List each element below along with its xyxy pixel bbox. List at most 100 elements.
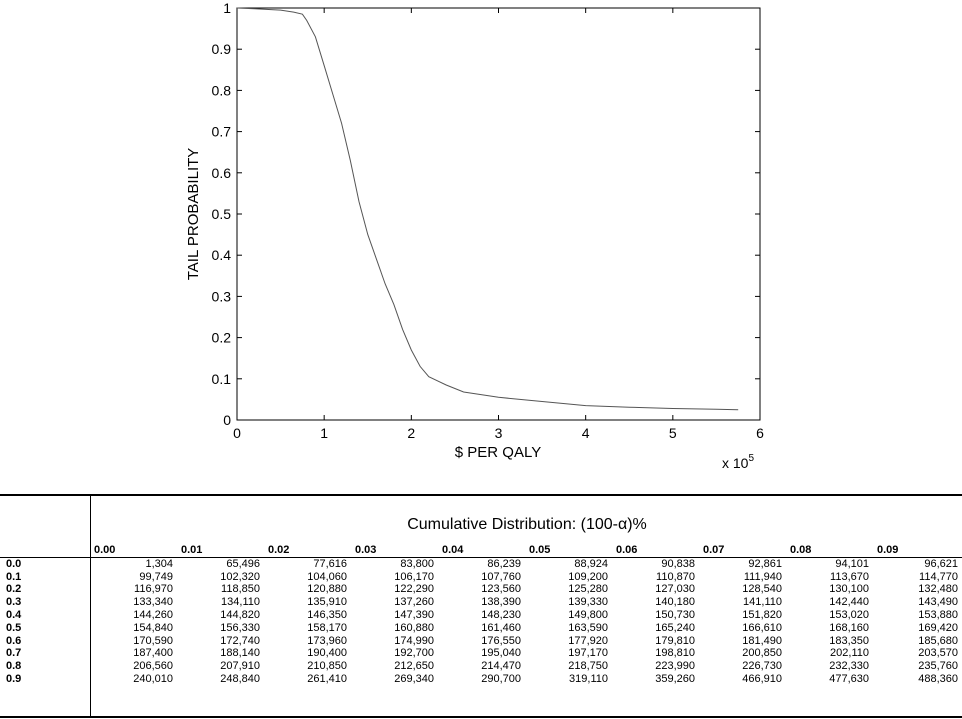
x-axis-label: $ PER QALY <box>455 444 541 461</box>
table-row: 0.9 240,010 248,840 261,410 269,340 290,700 31… <box>0 673 962 686</box>
table-cell: 135,910 <box>307 596 347 609</box>
table-cell: 185,680 <box>918 634 958 647</box>
y-tick-label: 0.6 <box>212 165 232 181</box>
table-row: 0.6 170,590 172,740 173,960 174,990 176,550 17… <box>0 635 962 648</box>
y-tick-label: 0.9 <box>212 41 232 57</box>
table-cell: 210,850 <box>307 660 347 673</box>
column-header: 0.00 <box>90 544 177 558</box>
table-cell: 153,020 <box>829 608 869 621</box>
table-cell: 172,740 <box>220 634 260 647</box>
table-cell: 166,610 <box>742 621 782 634</box>
table-row: 0.3 133,340 134,110 135,910 137,260 138,390 13… <box>0 596 962 609</box>
table-cell: 165,240 <box>655 621 695 634</box>
x-multiplier-base: x 10 <box>722 455 749 471</box>
table-cell: 183,350 <box>829 634 869 647</box>
table-cell: 232,330 <box>829 660 869 673</box>
table-cell: 168,160 <box>829 621 869 634</box>
y-tick-label: 0.1 <box>212 371 232 387</box>
tail-probability-chart: 0 1 2 3 4 5 6 0 0.1 0.2 0.3 0.4 0.5 0.6 0.7 0.8 0.9 1 $ P… <box>185 0 764 471</box>
x-tick-label: 4 <box>582 425 590 441</box>
table-cell: 206,560 <box>133 660 173 673</box>
table-cell: 170,590 <box>133 634 173 647</box>
row-label: 0.5 <box>6 621 22 634</box>
table-cell: 226,730 <box>742 660 782 673</box>
table-cell: 195,040 <box>481 647 521 660</box>
table-cell: 160,880 <box>394 621 434 634</box>
x-tick-label: 6 <box>756 425 764 441</box>
plot-frame <box>236 7 761 421</box>
row-label: 0.8 <box>6 660 22 673</box>
y-axis-label: TAIL PROBABILITY <box>185 148 202 281</box>
table-cell: 188,140 <box>220 647 260 660</box>
table-cell: 109,200 <box>568 570 608 583</box>
table-cell: 269,340 <box>394 672 434 685</box>
y-tick-label: 0.5 <box>212 206 232 222</box>
table-cell: 261,410 <box>307 672 347 685</box>
table-cell: 149,800 <box>568 608 608 621</box>
table-cell: 99,749 <box>139 570 173 583</box>
column-header: 0.01 <box>177 544 264 558</box>
table-cell: 125,280 <box>568 583 608 596</box>
row-label: 0.1 <box>6 570 22 583</box>
table-cell: 140,180 <box>655 596 695 609</box>
x-tick-label: 1 <box>320 425 328 441</box>
table-row: 0.4 144,260 144,820 146,350 147,390 148,230 14… <box>0 609 962 622</box>
table-cell: 161,460 <box>481 621 521 634</box>
x-tick-label: 3 <box>495 425 503 441</box>
table-cell: 148,230 <box>481 608 521 621</box>
x-tick-label: 0 <box>233 425 241 441</box>
column-header: 0.02 <box>264 544 351 558</box>
table-cell: 113,670 <box>830 570 869 583</box>
table-cell: 142,440 <box>829 596 869 609</box>
table-cell: 198,810 <box>655 647 695 660</box>
y-tick-label: 0.2 <box>212 330 232 346</box>
table-row-header-divider <box>90 494 91 718</box>
row-label: 0.7 <box>6 647 22 660</box>
table-cell: 106,170 <box>394 570 434 583</box>
table-cell: 139,330 <box>568 596 608 609</box>
table-row: 0.1 99,749 102,320 104,060 106,170 107,760 109… <box>0 571 962 584</box>
table-cell: 203,570 <box>918 647 958 660</box>
table-cell: 137,260 <box>394 596 434 609</box>
table-cell: 90,838 <box>661 557 695 570</box>
table-cell: 143,490 <box>918 596 958 609</box>
table-cell: 477,630 <box>829 672 869 685</box>
table-cell: 130,100 <box>829 583 869 596</box>
table-cell: 197,170 <box>568 647 608 660</box>
table-body: 0.0 1,304 65,496 77,616 83,800 86,239 88,924 90… <box>0 557 962 685</box>
caption-suffix: )% <box>627 516 647 533</box>
table-cell: 92,861 <box>748 557 782 570</box>
table-cell: 127,030 <box>655 583 695 596</box>
table-cell: 158,170 <box>307 621 347 634</box>
table-cell: 359,260 <box>655 672 695 685</box>
corner-cell <box>0 544 90 558</box>
x-multiplier-label: x 105 <box>722 453 754 471</box>
table-cell: 290,700 <box>481 672 521 685</box>
table-row: 0.2 116,970 118,850 120,880 122,290 123,560 12… <box>0 583 962 596</box>
table-cell: 319,110 <box>569 672 608 685</box>
table-cell: 223,990 <box>655 660 695 673</box>
column-header: 0.07 <box>699 544 786 558</box>
table-cell: 151,820 <box>742 608 782 621</box>
table-cell: 65,496 <box>226 557 260 570</box>
table-cell: 88,924 <box>574 557 608 570</box>
table-cell: 177,920 <box>568 634 608 647</box>
table-cell: 86,239 <box>487 557 521 570</box>
row-label: 0.2 <box>6 583 22 596</box>
table-cell: 169,420 <box>918 621 958 634</box>
table-cell: 147,390 <box>394 608 434 621</box>
table-cell: 116,970 <box>134 583 173 596</box>
table-cell: 200,850 <box>742 647 782 660</box>
caption-alpha: α <box>617 516 628 533</box>
table-cell: 132,480 <box>918 583 958 596</box>
table-cell: 104,060 <box>307 570 347 583</box>
table-cell: 144,820 <box>220 608 260 621</box>
table-cell: 141,110 <box>743 596 782 609</box>
column-header: 0.09 <box>873 544 962 558</box>
table-cell: 187,400 <box>133 647 173 660</box>
table-cell: 102,320 <box>220 570 260 583</box>
table-cell: 174,990 <box>394 634 434 647</box>
cumulative-distribution-table: 0.00 0.01 0.02 0.03 0.04 0.05 0.06 0.07 0.08 0.09… <box>0 544 962 686</box>
y-tick-label: 0 <box>223 412 231 428</box>
y-tick-label: 0.8 <box>212 82 232 98</box>
